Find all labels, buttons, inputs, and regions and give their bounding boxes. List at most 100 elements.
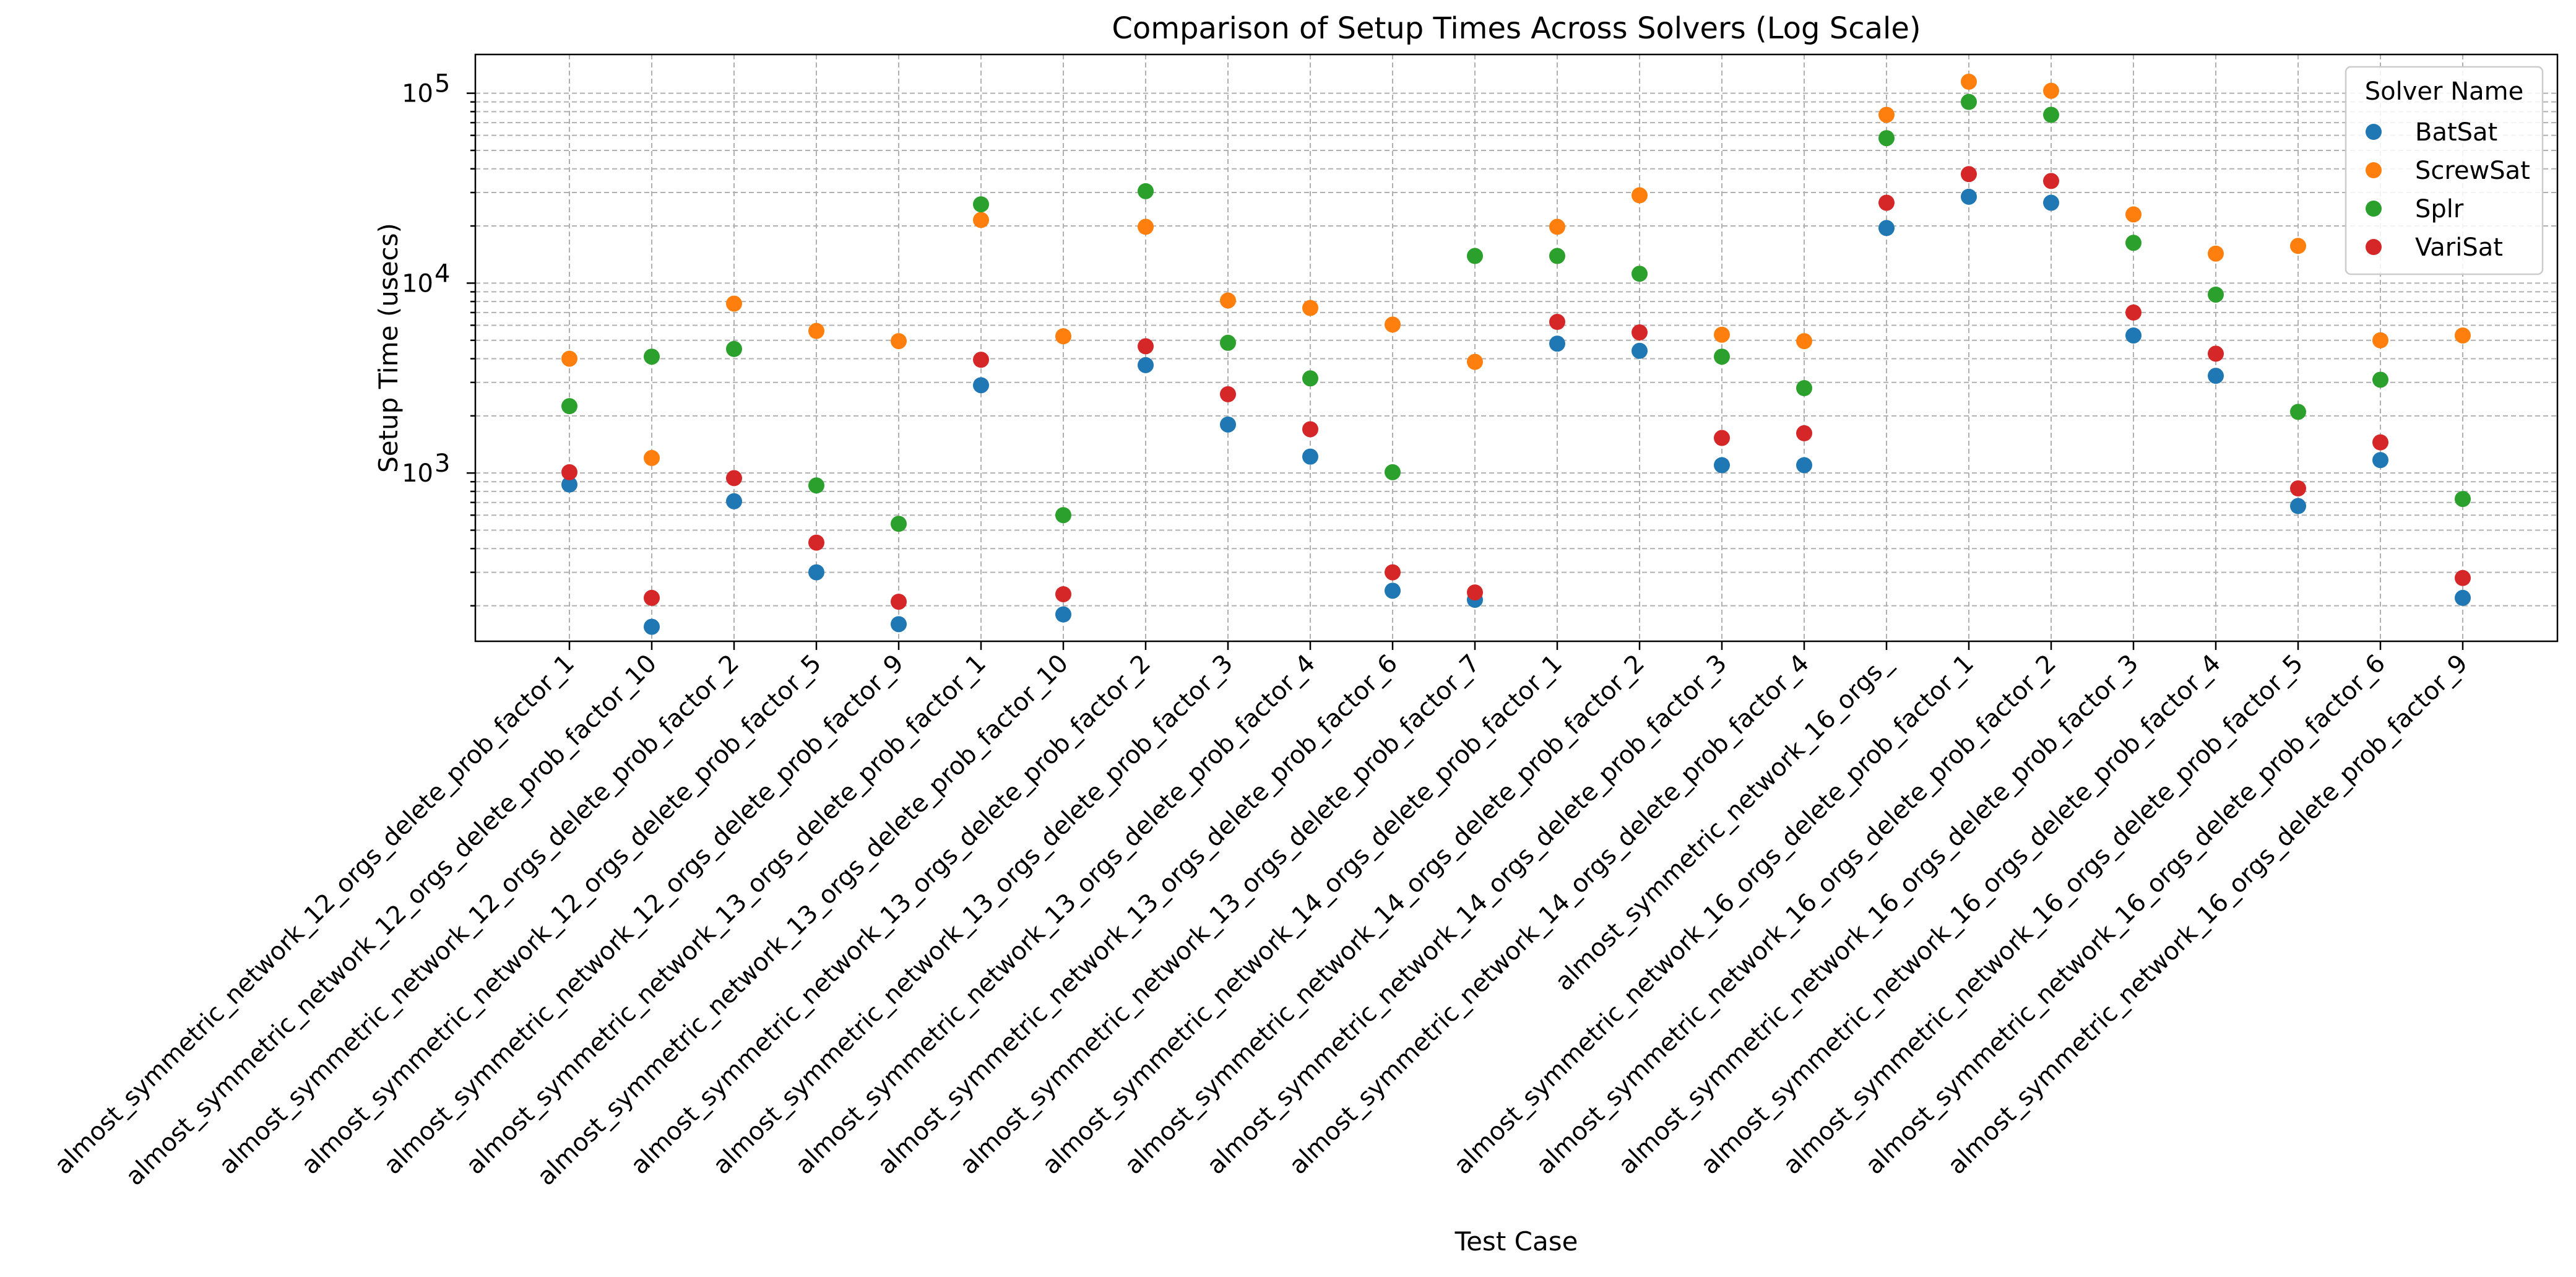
data-point — [1302, 421, 1318, 438]
data-point — [2290, 238, 2306, 254]
data-point — [726, 295, 742, 312]
legend-entries: BatSat ScrewSat Splr VariSat — [2366, 118, 2530, 262]
data-point — [891, 333, 907, 350]
data-point — [1549, 248, 1565, 264]
data-point — [2372, 332, 2388, 348]
y-tick-base: 10 — [402, 269, 433, 298]
data-point — [1961, 166, 1977, 183]
data-point — [1714, 326, 1730, 343]
data-point — [2455, 491, 2471, 508]
grid — [475, 54, 2557, 641]
data-point — [1467, 248, 1483, 264]
data-point — [1632, 266, 1648, 282]
data-point — [1385, 582, 1401, 599]
series-screwsat — [561, 73, 2471, 466]
legend-box — [2345, 66, 2544, 275]
data-point — [1220, 416, 1236, 433]
legend-marker-varisat — [2366, 239, 2382, 255]
legend-label-screwsat: ScrewSat — [2415, 157, 2530, 185]
y-tick-exponent: 3 — [434, 449, 450, 478]
data-point — [973, 377, 989, 394]
data-point — [2455, 327, 2471, 344]
data-point — [973, 212, 989, 228]
data-point — [644, 449, 660, 466]
data-point — [973, 352, 989, 368]
data-point — [2372, 434, 2388, 451]
data-point — [2043, 173, 2059, 189]
data-point — [808, 477, 824, 494]
y-tick-base: 10 — [402, 459, 433, 488]
data-point — [1220, 386, 1236, 402]
legend-marker-splr — [2366, 201, 2382, 217]
data-point — [1220, 292, 1236, 309]
data-point — [1632, 187, 1648, 204]
y-tick-exponent: 4 — [434, 259, 450, 288]
legend-label-varisat: VariSat — [2415, 233, 2503, 262]
legend-label-splr: Splr — [2415, 195, 2464, 223]
legend-marker-screwsat — [2366, 162, 2382, 178]
data-point — [1302, 370, 1318, 387]
data-point — [1302, 300, 1318, 316]
data-point — [1467, 353, 1483, 370]
data-point — [1549, 219, 1565, 235]
data-point — [1138, 338, 1154, 355]
data-point — [2455, 569, 2471, 586]
plot-area — [474, 53, 2559, 643]
data-point — [1632, 324, 1648, 341]
data-point — [1632, 342, 1648, 359]
data-point — [973, 196, 989, 213]
data-point — [1467, 584, 1483, 601]
data-point — [2125, 304, 2142, 321]
data-point — [1878, 130, 1895, 147]
data-point — [808, 534, 824, 551]
data-point — [561, 350, 577, 367]
data-point — [644, 589, 660, 606]
data-point — [561, 476, 577, 493]
data-point — [1878, 220, 1895, 236]
data-point — [2208, 368, 2224, 384]
data-point — [891, 516, 907, 532]
data-point — [2372, 371, 2388, 388]
data-point — [1714, 348, 1730, 365]
legend-marker-batsat — [2366, 124, 2382, 140]
data-point — [2208, 286, 2224, 303]
data-point — [1385, 464, 1401, 480]
data-point — [1055, 606, 1071, 623]
series-varisat — [561, 166, 2471, 610]
data-point — [1796, 333, 1812, 350]
data-point — [1961, 93, 1977, 110]
data-point — [644, 348, 660, 365]
data-point — [891, 616, 907, 633]
data-point — [561, 464, 577, 480]
y-axis-label: Setup Time (usecs) — [373, 223, 404, 473]
y-tick-label: 10 — [402, 269, 433, 298]
data-point — [2290, 498, 2306, 514]
data-point — [808, 564, 824, 581]
legend-title: Solver Name — [2365, 77, 2523, 106]
data-point — [2043, 82, 2059, 99]
data-point — [1549, 335, 1565, 352]
y-tick-label: 10 — [402, 80, 433, 108]
data-point — [2290, 480, 2306, 497]
data-point — [644, 618, 660, 635]
data-point — [561, 398, 577, 415]
data-point — [1138, 219, 1154, 235]
data-point — [726, 493, 742, 509]
data-point — [1796, 457, 1812, 474]
legend-label-batsat: BatSat — [2415, 118, 2497, 147]
data-point — [2290, 404, 2306, 420]
data-point — [891, 594, 907, 610]
series-batsat — [561, 188, 2471, 635]
data-point — [2372, 452, 2388, 469]
data-point — [1138, 357, 1154, 373]
data-point — [1878, 106, 1895, 123]
data-point — [2208, 345, 2224, 362]
data-point — [2043, 106, 2059, 123]
y-tick-label: 10 — [402, 459, 433, 488]
data-point — [2125, 206, 2142, 223]
data-point — [2455, 589, 2471, 606]
data-points — [561, 73, 2471, 635]
